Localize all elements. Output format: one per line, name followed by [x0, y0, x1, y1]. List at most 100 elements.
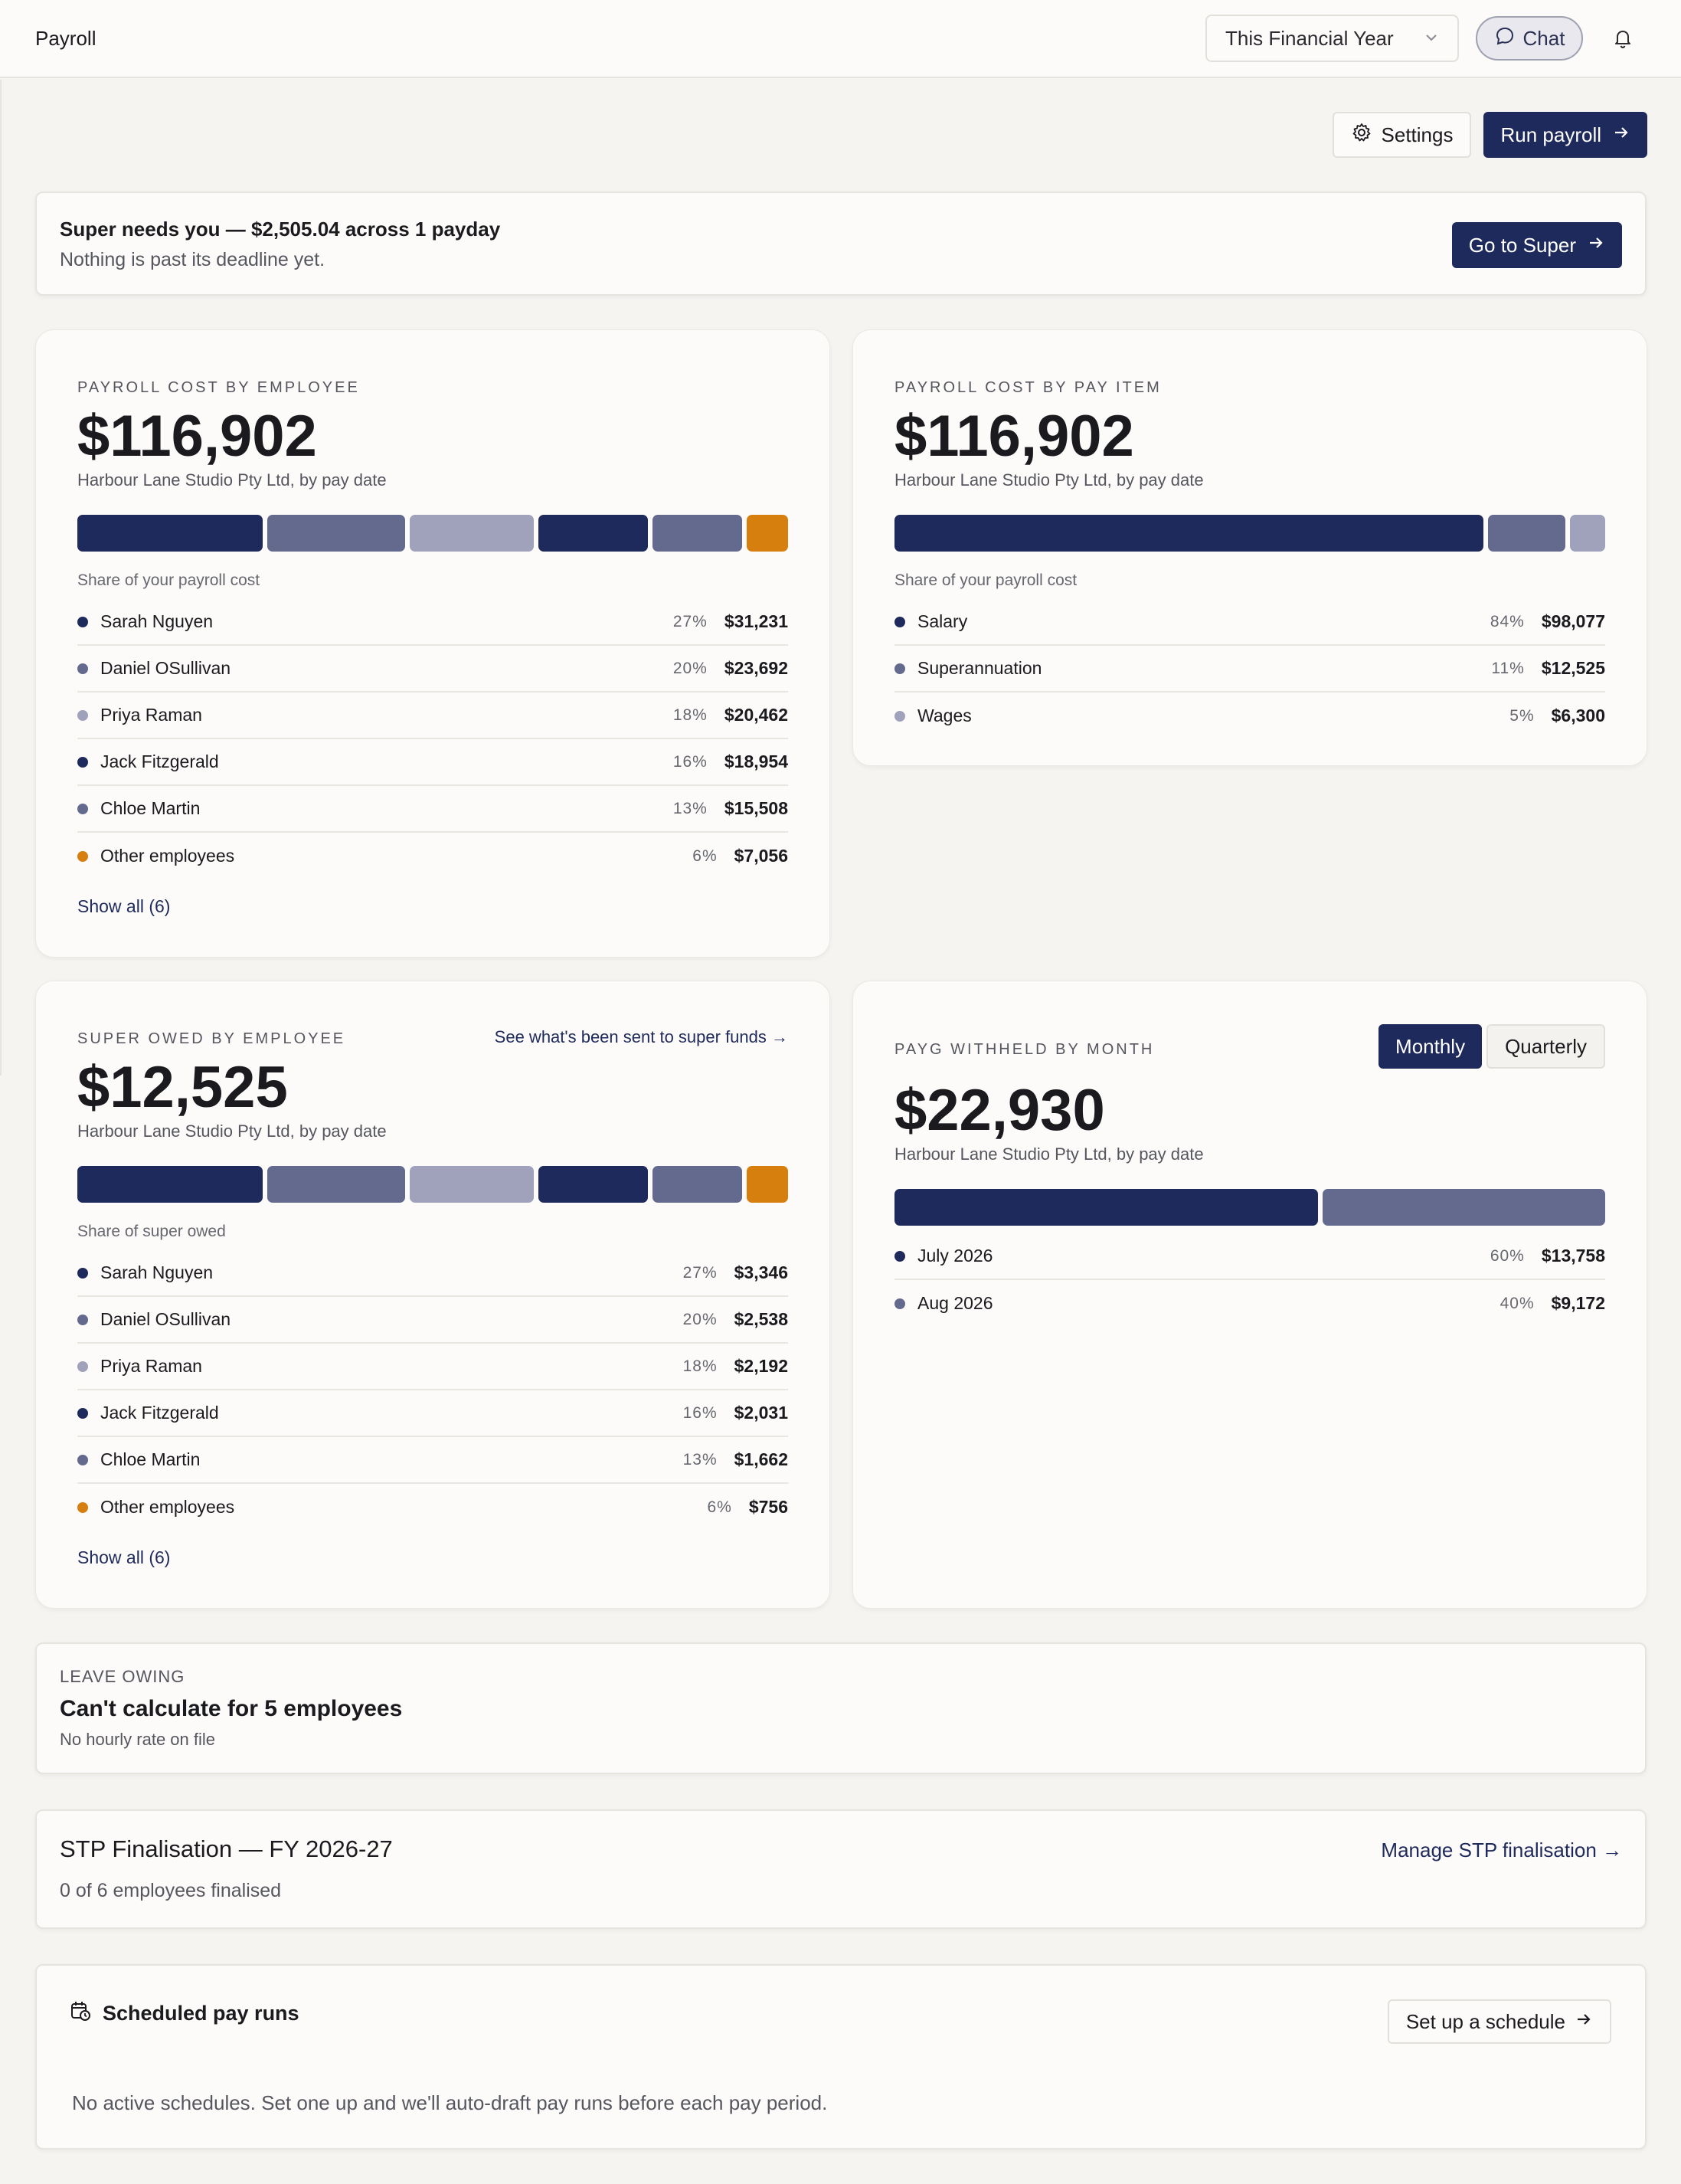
- item-percent: 27%: [682, 1263, 718, 1282]
- stp-subtitle: 0 of 6 employees finalised: [60, 1880, 282, 1901]
- pay-item-total: $116,902: [894, 404, 1134, 469]
- item-name: Daniel OSullivan: [100, 658, 231, 678]
- monthly-toggle[interactable]: Monthly: [1378, 1024, 1483, 1069]
- item-percent: 40%: [1499, 1294, 1535, 1312]
- go-to-super-label: Go to Super: [1468, 233, 1576, 257]
- show-all-link[interactable]: Show all (6): [77, 896, 171, 916]
- run-payroll-label: Run payroll: [1500, 123, 1601, 146]
- item-name: Wages: [917, 706, 972, 725]
- bar-segment: [538, 1166, 649, 1203]
- card-subtitle: Harbour Lane Studio Pty Ltd, by pay date: [77, 470, 387, 490]
- share-bar: [894, 1189, 1605, 1226]
- legend-dot: [77, 1360, 88, 1372]
- leave-owing-card: LEAVE OWING Can't calculate for 5 employ…: [35, 1642, 1647, 1774]
- card-subtitle: Harbour Lane Studio Pty Ltd, by pay date: [77, 1121, 387, 1141]
- leave-eyebrow: LEAVE OWING: [60, 1667, 185, 1686]
- list-item: Jack Fitzgerald 16% $2,031: [77, 1390, 788, 1437]
- legend-dot: [894, 1250, 905, 1262]
- schedule-header: Scheduled pay runs: [69, 1999, 1613, 2028]
- item-name: Priya Raman: [100, 705, 202, 725]
- item-percent: 20%: [672, 659, 708, 677]
- item-percent: 84%: [1490, 612, 1525, 630]
- item-percent: 5%: [1509, 706, 1535, 725]
- left-divider: [0, 80, 2, 1076]
- chat-button[interactable]: Chat: [1476, 16, 1583, 61]
- bar-segment: [894, 515, 1484, 552]
- payg-withheld-card: Monthly Quarterly PAYG WITHHELD BY MONTH…: [852, 981, 1647, 1609]
- settings-button[interactable]: Settings: [1332, 112, 1472, 158]
- list-item: Sarah Nguyen 27% $31,231: [77, 599, 788, 646]
- legend-dot: [894, 616, 905, 627]
- list-item: Salary 84% $98,077: [894, 599, 1605, 646]
- list-item: Priya Raman 18% $20,462: [77, 693, 788, 739]
- list-item: Sarah Nguyen 27% $3,346: [77, 1250, 788, 1297]
- item-name: July 2026: [917, 1246, 993, 1266]
- item-name: Chloe Martin: [100, 798, 201, 818]
- set-up-schedule-label: Set up a schedule: [1405, 2009, 1565, 2033]
- list-item: Other employees 6% $7,056: [77, 833, 788, 879]
- super-banner: Super needs you — $2,505.04 across 1 pay…: [35, 192, 1647, 296]
- schedule-subtitle: No active schedules. Set one up and we'l…: [72, 2091, 828, 2114]
- item-name: Priya Raman: [100, 1356, 202, 1376]
- item-percent: 16%: [672, 752, 708, 771]
- item-amount: $31,231: [724, 611, 788, 631]
- item-name: Other employees: [100, 1497, 235, 1517]
- bar-segment: [267, 1166, 406, 1203]
- arrow-right-icon: [1575, 2010, 1593, 2034]
- legend-dot: [77, 1454, 88, 1465]
- item-percent: 13%: [672, 799, 708, 817]
- item-amount: $7,056: [734, 846, 788, 866]
- legend-dot: [77, 1267, 88, 1279]
- payroll-cost-by-pay-item-content: PAYROLL COST BY PAY ITEM $116,902 Harbou…: [894, 379, 1605, 739]
- super-owed-content: SUPER OWED BY EMPLOYEE $12,525 Harbour L…: [77, 1030, 788, 1568]
- set-up-schedule-button[interactable]: Set up a schedule: [1387, 1999, 1611, 2044]
- list-item: Priya Raman 18% $2,192: [77, 1344, 788, 1390]
- legend-dot: [77, 1314, 88, 1325]
- app-title: Payroll: [35, 26, 96, 50]
- list-item: Aug 2026 40% $9,172: [894, 1280, 1605, 1327]
- list-item: Chloe Martin 13% $15,508: [77, 786, 788, 833]
- payg-content: PAYG WITHHELD BY MONTH $22,930 Harbour L…: [894, 1041, 1605, 1327]
- chevron-down-icon: [1424, 27, 1439, 51]
- legend-dot: [77, 709, 88, 721]
- super-funds-link[interactable]: See what's been sent to super funds →: [494, 1027, 788, 1046]
- bar-segment: [1323, 1189, 1605, 1226]
- arrow-right-icon: [1612, 123, 1630, 147]
- period-select[interactable]: This Financial Year: [1205, 15, 1459, 62]
- bell-icon[interactable]: [1600, 15, 1646, 61]
- leave-title: Can't calculate for 5 employees: [60, 1696, 403, 1721]
- card-subtitle: Harbour Lane Studio Pty Ltd, by pay date: [894, 470, 1204, 490]
- bar-segment: [538, 515, 649, 552]
- manage-stp-link[interactable]: Manage STP finalisation →: [1381, 1839, 1622, 1861]
- bar-segment: [894, 1189, 1319, 1226]
- bar-segment: [1570, 515, 1605, 552]
- item-name: Jack Fitzgerald: [100, 1403, 219, 1423]
- quarterly-toggle[interactable]: Quarterly: [1486, 1024, 1605, 1069]
- bar-segment: [747, 1166, 788, 1203]
- chat-bubble-icon: [1494, 25, 1516, 52]
- legend-dot: [894, 710, 905, 722]
- item-name: Superannuation: [917, 658, 1042, 678]
- top-bar-controls: This Financial Year Chat: [1205, 15, 1646, 62]
- list-item: Other employees 6% $756: [77, 1484, 788, 1531]
- item-name: Sarah Nguyen: [100, 611, 214, 631]
- card-subtitle: Harbour Lane Studio Pty Ltd, by pay date: [894, 1144, 1204, 1164]
- payroll-cost-total: $116,902: [77, 404, 317, 469]
- item-name: Daniel OSullivan: [100, 1309, 231, 1329]
- go-to-super-button[interactable]: Go to Super: [1451, 222, 1622, 268]
- item-amount: $756: [748, 1497, 788, 1517]
- legend-dot: [77, 663, 88, 674]
- stp-title: STP Finalisation — FY 2026-27: [60, 1835, 393, 1862]
- show-all-link[interactable]: Show all (6): [77, 1547, 171, 1567]
- item-amount: $2,031: [734, 1403, 788, 1423]
- item-amount: $98,077: [1541, 611, 1605, 631]
- item-amount: $1,662: [734, 1449, 788, 1469]
- calendar-clock-icon: [69, 1999, 92, 2028]
- item-amount: $9,172: [1551, 1293, 1605, 1313]
- run-payroll-button[interactable]: Run payroll: [1483, 112, 1647, 158]
- item-name: Other employees: [100, 846, 235, 866]
- bar-segment: [77, 515, 263, 552]
- item-percent: 27%: [672, 612, 708, 630]
- legend-dot: [77, 616, 88, 627]
- bar-segment: [652, 1166, 743, 1203]
